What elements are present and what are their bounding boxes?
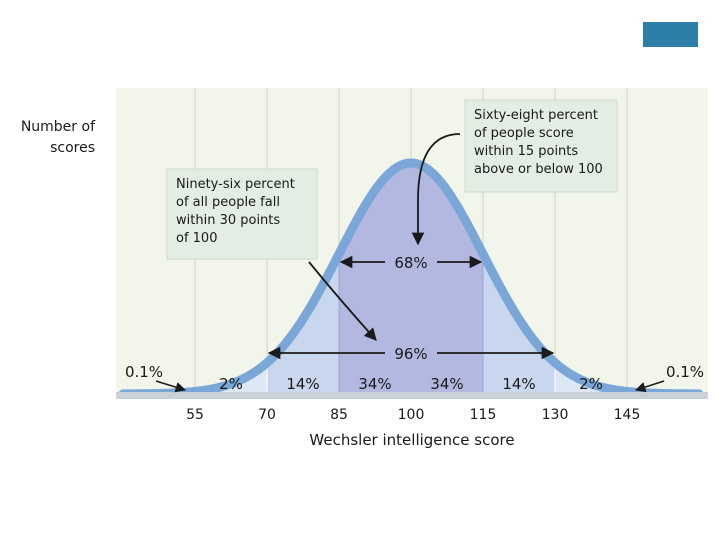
callout-line-sixty-eight-1: of people score xyxy=(474,126,574,141)
tail-arrow-right xyxy=(635,380,665,393)
callout-line-sixty-eight-3: above or below 100 xyxy=(474,162,603,177)
callout-line-ninety-six-2: within 30 points xyxy=(176,213,280,228)
band-label-2: 34% xyxy=(358,375,391,393)
x-tick-85: 85 xyxy=(330,407,348,423)
x-tick-130: 130 xyxy=(542,407,569,423)
curve-layer xyxy=(118,158,704,399)
band-label-5: 2% xyxy=(579,375,603,393)
range-arrows: 68% 96% xyxy=(155,254,665,393)
band-percent-labels: 2% 14% 34% 34% 14% 2% xyxy=(219,375,603,393)
x-tick-145: 145 xyxy=(614,407,641,423)
callout-line-sixty-eight-0: Sixty-eight percent xyxy=(474,108,598,123)
callout-line-ninety-six-0: Ninety-six percent xyxy=(176,177,295,192)
band-label-4: 14% xyxy=(502,375,535,393)
callout-line-ninety-six-3: of 100 xyxy=(176,231,217,246)
range-label-1: 96% xyxy=(394,345,427,363)
callout-line-sixty-eight-2: within 15 points xyxy=(474,144,578,159)
x-tick-55: 55 xyxy=(186,407,204,423)
header-accent-box xyxy=(643,22,698,47)
annotations: Ninety-six percent of all people fall with… xyxy=(166,99,618,341)
y-axis-label-line-1: Number of xyxy=(21,119,96,135)
tail-arrow-left xyxy=(155,380,187,393)
x-axis-label: Wechsler intelligence score xyxy=(309,431,514,449)
band-label-1: 14% xyxy=(286,375,319,393)
tail-label-right: 0.1% xyxy=(666,363,704,381)
callout-box-sixty-eight xyxy=(464,99,618,193)
x-tick-70: 70 xyxy=(258,407,276,423)
normal-curve xyxy=(118,158,704,399)
range-label-0: 68% xyxy=(394,254,427,272)
band-label-0: 2% xyxy=(219,375,243,393)
callout-arrow-96 xyxy=(308,261,377,341)
x-tick-115: 115 xyxy=(470,407,497,423)
callout-line-ninety-six-1: of all people fall xyxy=(176,195,280,210)
callout-box-ninety-six xyxy=(166,168,318,260)
y-axis-label-line-2: scores xyxy=(50,140,95,156)
x-axis-baseline xyxy=(116,392,708,399)
tail-label-left: 0.1% xyxy=(125,363,163,381)
x-tick-labels: 55 70 85 100 115 130 145 xyxy=(186,407,640,423)
callout-arrow-68 xyxy=(411,133,461,246)
x-tick-100: 100 xyxy=(398,407,425,423)
band-label-3: 34% xyxy=(430,375,463,393)
